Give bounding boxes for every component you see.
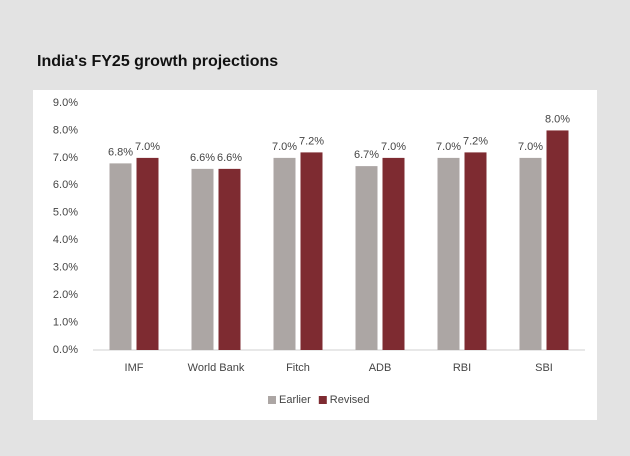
bar	[136, 157, 159, 350]
bar	[437, 157, 460, 350]
data-label: 6.7%	[354, 149, 379, 161]
y-tick-label: 3.0%	[53, 262, 78, 274]
legend-label: Revised	[330, 394, 370, 406]
bar	[218, 168, 241, 350]
data-label: 7.2%	[463, 135, 488, 147]
data-label: 7.0%	[381, 141, 406, 153]
data-label: 7.2%	[299, 135, 324, 147]
x-tick-label: Fitch	[286, 362, 310, 374]
y-tick-label: 6.0%	[53, 179, 78, 191]
data-label: 7.0%	[436, 141, 461, 153]
bar	[109, 163, 132, 350]
legend-swatch	[268, 396, 276, 404]
data-label: 7.0%	[272, 141, 297, 153]
x-tick-label: World Bank	[188, 362, 245, 374]
y-tick-label: 2.0%	[53, 289, 78, 301]
data-label: 8.0%	[545, 113, 570, 125]
bar	[519, 157, 542, 350]
y-tick-label: 7.0%	[53, 152, 78, 164]
y-tick-label: 1.0%	[53, 316, 78, 328]
bar	[355, 166, 378, 350]
bar	[464, 152, 487, 350]
data-label: 6.8%	[108, 146, 133, 158]
y-tick-label: 0.0%	[53, 344, 78, 356]
data-label: 6.6%	[217, 152, 242, 164]
data-label: 7.0%	[135, 141, 160, 153]
y-tick-label: 5.0%	[53, 207, 78, 219]
bar	[300, 152, 323, 350]
x-tick-label: RBI	[453, 362, 471, 374]
x-tick-label: SBI	[535, 362, 553, 374]
bar	[191, 168, 214, 350]
data-label: 6.6%	[190, 152, 215, 164]
chart-title: India's FY25 growth projections	[37, 53, 278, 70]
y-tick-label: 4.0%	[53, 234, 78, 246]
y-tick-label: 9.0%	[53, 97, 78, 109]
bar	[546, 130, 569, 350]
x-tick-label: IMF	[125, 362, 144, 374]
data-label: 7.0%	[518, 141, 543, 153]
bar	[382, 157, 405, 350]
x-tick-label: ADB	[369, 362, 392, 374]
legend-label: Earlier	[279, 394, 311, 406]
legend-swatch	[318, 396, 327, 404]
bar	[273, 157, 296, 350]
y-tick-label: 8.0%	[53, 124, 78, 136]
